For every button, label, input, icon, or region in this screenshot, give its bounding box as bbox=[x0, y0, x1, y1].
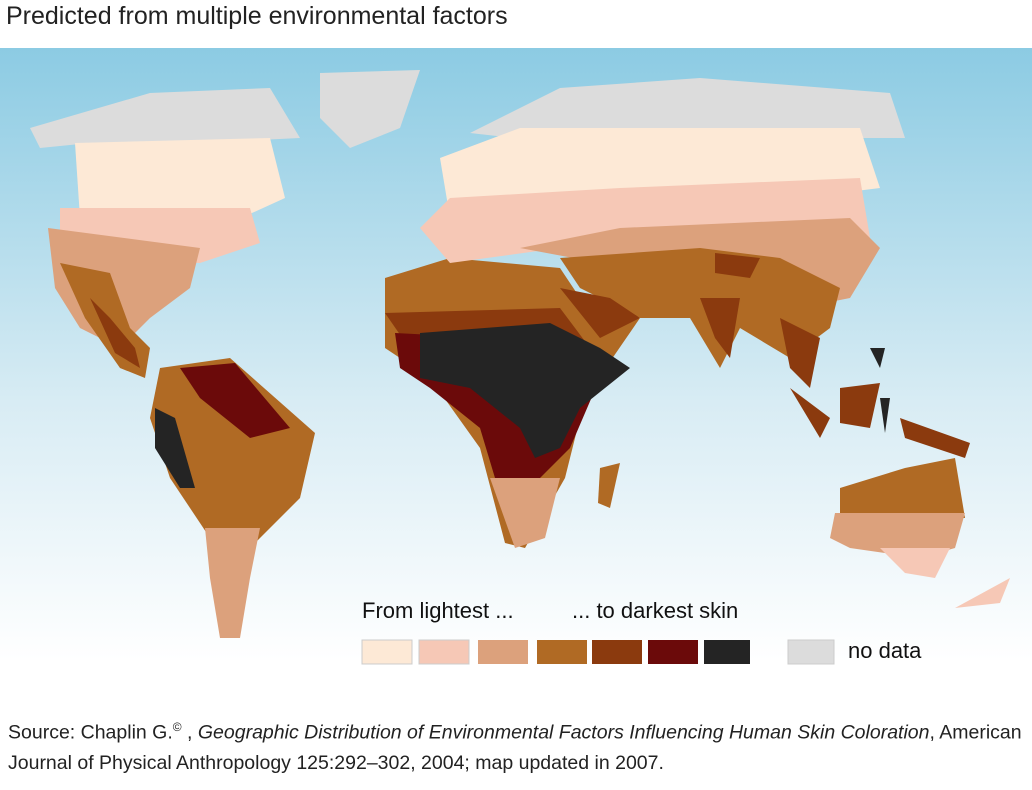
source-rest: , American Journal of Physical Anthropol… bbox=[8, 721, 1022, 774]
legend-swatch bbox=[592, 640, 642, 664]
legend-swatch bbox=[787, 639, 835, 665]
legend: From lightest ... ... to darkest skin no… bbox=[361, 598, 922, 665]
copyright: © bbox=[172, 720, 182, 734]
legend-from-label: From lightest ... bbox=[362, 598, 514, 623]
legend-swatch bbox=[648, 640, 698, 664]
legend-to-label: ... to darkest skin bbox=[572, 598, 738, 623]
source-sep: , bbox=[181, 721, 198, 744]
source-title: Geographic Distribution of Environmental… bbox=[197, 721, 930, 744]
legend-swatch bbox=[418, 639, 470, 665]
legend-swatch bbox=[537, 640, 587, 664]
subtitle: Predicted from multiple environmental fa… bbox=[6, 2, 508, 30]
map: From lightest ... ... to darkest skin no… bbox=[0, 48, 1032, 693]
source-prefix: Source: Chaplin G. bbox=[8, 721, 173, 744]
land bbox=[30, 70, 1010, 638]
legend-swatch bbox=[704, 640, 750, 664]
legend-swatch bbox=[478, 640, 528, 664]
source: Source: Chaplin G.© , Geographic Distrib… bbox=[8, 712, 1024, 778]
legend-swatch bbox=[361, 639, 413, 665]
legend-no-data-label: no data bbox=[848, 638, 922, 663]
